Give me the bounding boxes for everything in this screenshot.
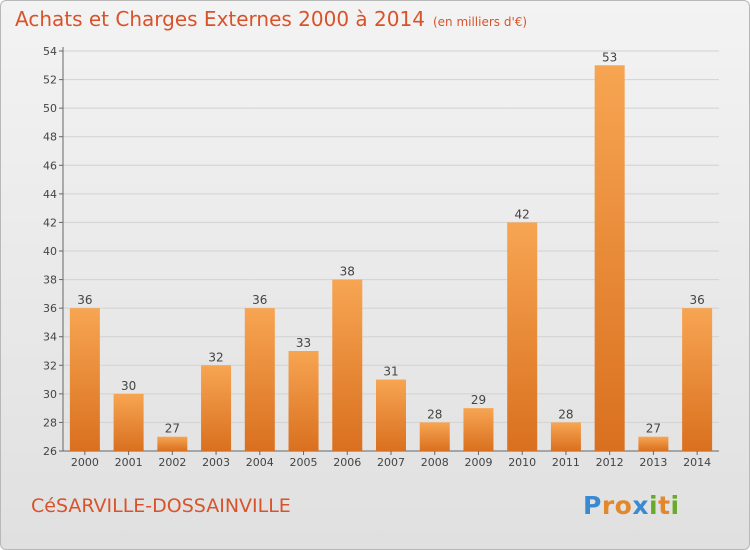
y-tick-label: 46 [43, 159, 57, 172]
bar-value-label: 27 [165, 422, 180, 436]
x-tick-label: 2004 [246, 456, 274, 469]
x-tick-label: 2009 [464, 456, 492, 469]
bar [376, 379, 406, 451]
bar [550, 422, 581, 451]
bar-value-label: 36 [689, 293, 704, 307]
logo-letter: o [614, 491, 633, 520]
bar [201, 365, 232, 451]
bar-value-label: 38 [340, 265, 355, 279]
bars [69, 65, 713, 452]
bar-value-label: 32 [208, 350, 223, 364]
bar-value-label: 53 [602, 50, 617, 64]
y-tick-label: 30 [43, 388, 57, 401]
city-name: CéSARVILLE-DOSSAINVILLE [31, 495, 291, 517]
y-tick-label: 36 [43, 302, 57, 315]
y-tick-label: 38 [43, 274, 57, 287]
logo-letter: r [601, 491, 615, 520]
x-tick-label: 2001 [115, 456, 143, 469]
bar [244, 308, 275, 451]
x-tick-label: 2012 [596, 456, 624, 469]
bar [157, 436, 188, 451]
y-tick-label: 40 [43, 245, 57, 258]
bar [682, 308, 713, 451]
bar-value-label: 36 [252, 293, 267, 307]
bar-value-label: 27 [646, 422, 661, 436]
x-tick-label: 2000 [71, 456, 99, 469]
bar [332, 279, 363, 451]
x-tick-label: 2013 [639, 456, 667, 469]
bar-value-label: 42 [515, 207, 530, 221]
chart-subtitle: (en milliers d'€) [432, 15, 528, 29]
bar [69, 308, 100, 451]
bar-value-label: 28 [427, 407, 442, 421]
x-tick-label: 2011 [552, 456, 580, 469]
y-tick-label: 48 [43, 131, 57, 144]
bar-value-label: 30 [121, 379, 136, 393]
x-tick-label: 2006 [333, 456, 361, 469]
y-tick-label: 50 [43, 102, 57, 115]
chart-title-text: Achats et Charges Externes 2000 à 2014 [15, 7, 425, 31]
y-tick-label: 34 [43, 331, 57, 344]
x-tick-labels: 2000 2001 2002 2003 2004 2005 2006 2007 2008 2009… [71, 451, 711, 469]
y-tick-labels: 26 28 30 32 34 36 38 40 42 44 46 48 50 52 54 [43, 45, 63, 458]
bar-value-label: 36 [77, 293, 92, 307]
bar [288, 351, 319, 451]
logo-letter: x [632, 491, 649, 520]
logo-letter: i [670, 491, 680, 520]
y-tick-label: 44 [43, 188, 57, 201]
bar-value-labels: 36 30 27 32 36 33 38 31 28 29 42 28 53 27 36 [77, 50, 705, 435]
x-tick-label: 2014 [683, 456, 711, 469]
x-tick-label: 2005 [290, 456, 318, 469]
y-tick-label: 42 [43, 216, 57, 229]
y-tick-label: 54 [43, 45, 57, 58]
x-tick-label: 2003 [202, 456, 230, 469]
bar-value-label: 31 [383, 365, 398, 379]
x-tick-label: 2002 [158, 456, 186, 469]
logo-letter: P [583, 491, 602, 520]
x-tick-label: 2010 [508, 456, 536, 469]
bar [638, 436, 669, 451]
bar [594, 65, 625, 452]
bar [419, 422, 450, 451]
bar [507, 222, 538, 451]
logo-letter: t [658, 491, 671, 520]
logo-letter: i [649, 491, 659, 520]
y-tick-label: 52 [43, 74, 57, 87]
x-tick-label: 2008 [421, 456, 449, 469]
bar [463, 408, 494, 451]
proxiti-logo: Proxiti [583, 491, 680, 520]
bar-value-label: 28 [558, 407, 573, 421]
x-tick-label: 2007 [377, 456, 405, 469]
y-tick-label: 32 [43, 359, 57, 372]
proxiti-logo-letters: Proxiti [583, 491, 680, 520]
y-tick-label: 28 [43, 416, 57, 429]
bar [113, 393, 144, 451]
y-tick-label: 26 [43, 445, 57, 458]
bar-value-label: 33 [296, 336, 311, 350]
bar-value-label: 29 [471, 393, 486, 407]
chart-title: Achats et Charges Externes 2000 à 2014 (e… [15, 7, 527, 31]
